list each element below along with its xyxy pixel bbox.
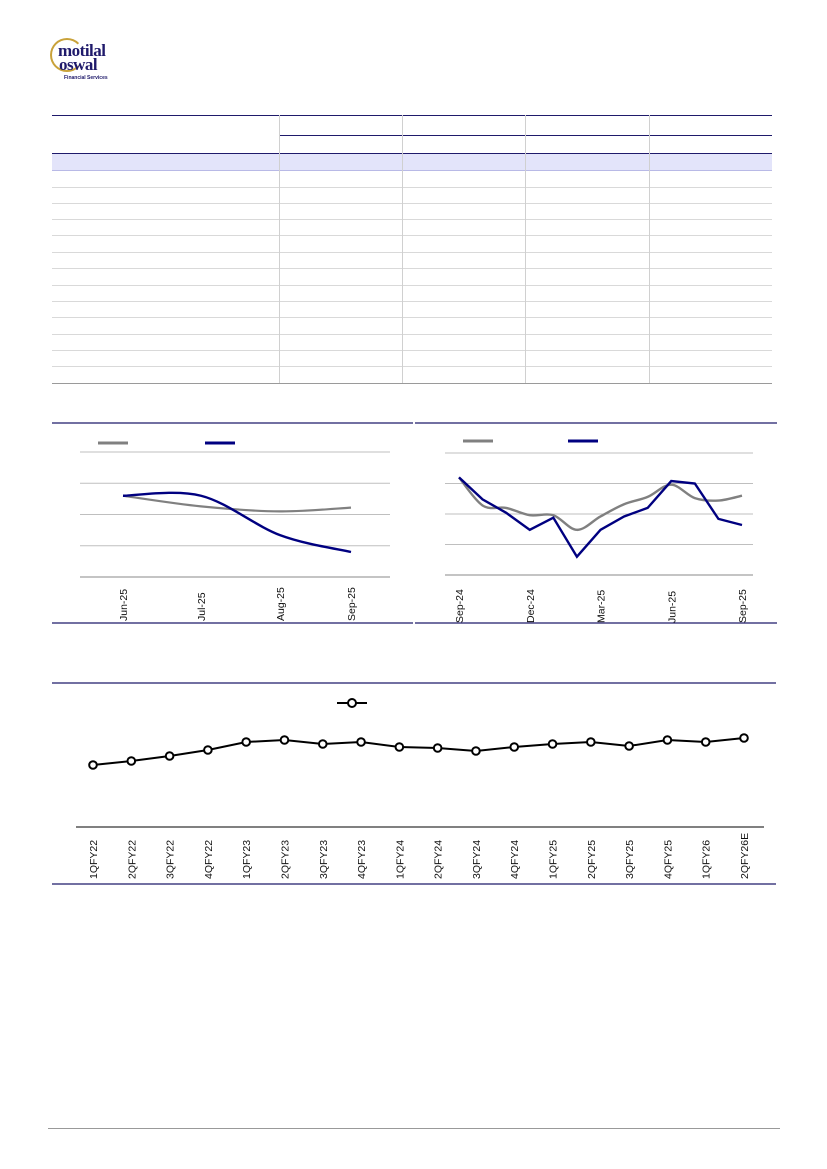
table-row-rule (52, 187, 772, 188)
table-column-divider (402, 115, 403, 383)
legend-swatch-marker (347, 698, 357, 708)
x-tick-label: Mar-25 (596, 590, 608, 623)
table-row-rule (52, 366, 772, 367)
table-row-rule (52, 317, 772, 318)
table-row-rule (52, 219, 772, 220)
data-point-marker (203, 745, 213, 755)
x-tick-label: Dec-24 (525, 589, 537, 623)
x-tick-label: Sep-25 (346, 587, 358, 621)
logo-text-line2: oswal (59, 55, 98, 74)
data-point-marker (394, 742, 405, 752)
table-row-rule (52, 350, 772, 351)
x-tick-label: 1QFY25 (548, 840, 560, 879)
x-tick-label: 3QFY23 (318, 840, 330, 879)
x-tick-label: 2QFY22 (126, 840, 138, 879)
table-column-divider (525, 115, 526, 383)
logo-tagline: Financial Services (64, 75, 108, 81)
x-tick-label: 1QFY24 (394, 840, 406, 879)
table-subheader-rule (280, 135, 772, 136)
x-tick-label: 4QFY25 (662, 840, 674, 879)
x-tick-label: Jul-25 (196, 592, 208, 621)
table-row-rule (52, 203, 772, 204)
logo-ring-icon (50, 38, 84, 72)
table-bottom-rule (52, 383, 772, 384)
x-tick-label: 3QFY24 (471, 840, 483, 879)
table-column-divider (649, 115, 650, 383)
table-header-rule (52, 153, 772, 154)
right-line-chart: Sep-24 Dec-24 Mar-25 Jun-25 Sep-25 (415, 422, 777, 624)
x-tick-label: 2QFY25 (586, 840, 598, 879)
data-point-marker (471, 746, 481, 756)
x-tick-label: 3QFY25 (624, 840, 636, 879)
data-point-marker (356, 737, 366, 747)
table-row-rule (52, 301, 772, 302)
x-tick-label: Jun-25 (118, 589, 130, 621)
series-line (92, 737, 745, 766)
table-row-rule (52, 252, 772, 253)
x-tick-label: 2QFY24 (433, 840, 445, 879)
left-line-chart: Jun-25 Jul-25 Aug-25 Sep-25 (52, 422, 413, 624)
bottom-line-chart: 1QFY22 2QFY22 3QFY22 4QFY22 1QFY23 2QFY23 3QFY… (52, 682, 776, 885)
table-row-rule (52, 235, 772, 236)
x-tick-label: Jun-25 (666, 591, 678, 623)
x-tick-label: 1QFY23 (241, 840, 253, 879)
x-tick-label: 3QFY22 (165, 840, 177, 879)
series-line-navy (458, 476, 743, 559)
data-point-marker (164, 751, 175, 761)
data-point-marker (126, 756, 137, 766)
table-row-rule (52, 170, 772, 171)
data-point-marker (700, 737, 711, 747)
data-point-marker (624, 741, 634, 751)
logo-text-line1: motilal (58, 41, 106, 60)
x-tick-label: 4QFY22 (203, 840, 215, 879)
data-point-marker (241, 737, 251, 747)
series-line-grey (122, 494, 352, 513)
data-point-marker (88, 760, 98, 770)
x-tick-label: 4QFY23 (356, 840, 368, 879)
x-tick-label: Sep-24 (454, 589, 466, 623)
x-tick-label: 2QFY23 (279, 840, 291, 879)
company-logo: motilal oswal Financial Services (48, 38, 128, 81)
table-top-rule (52, 115, 772, 116)
table-column-divider (279, 115, 280, 383)
x-tick-label: 2QFY26E (739, 833, 751, 879)
data-point-marker (509, 742, 520, 752)
data-point-marker (317, 739, 328, 749)
x-tick-label: 1QFY26 (701, 840, 713, 879)
table-section-row (52, 154, 772, 170)
table-row-rule (52, 334, 772, 335)
x-tick-label: Aug-25 (275, 587, 287, 621)
data-table (52, 115, 772, 385)
data-point-marker (662, 735, 673, 745)
table-row-rule (52, 268, 772, 269)
footer-rule (48, 1128, 780, 1129)
data-point-marker (586, 737, 596, 747)
x-tick-label: 4QFY24 (509, 840, 521, 879)
table-row-rule (52, 285, 772, 286)
series-line-navy (122, 491, 352, 554)
x-tick-label: 1QFY22 (88, 840, 100, 879)
data-point-marker (739, 733, 749, 743)
series-line-grey (458, 476, 743, 532)
x-tick-label: Sep-25 (737, 589, 749, 623)
data-point-marker (432, 743, 443, 753)
data-point-marker (547, 739, 558, 749)
data-point-marker (279, 735, 290, 745)
